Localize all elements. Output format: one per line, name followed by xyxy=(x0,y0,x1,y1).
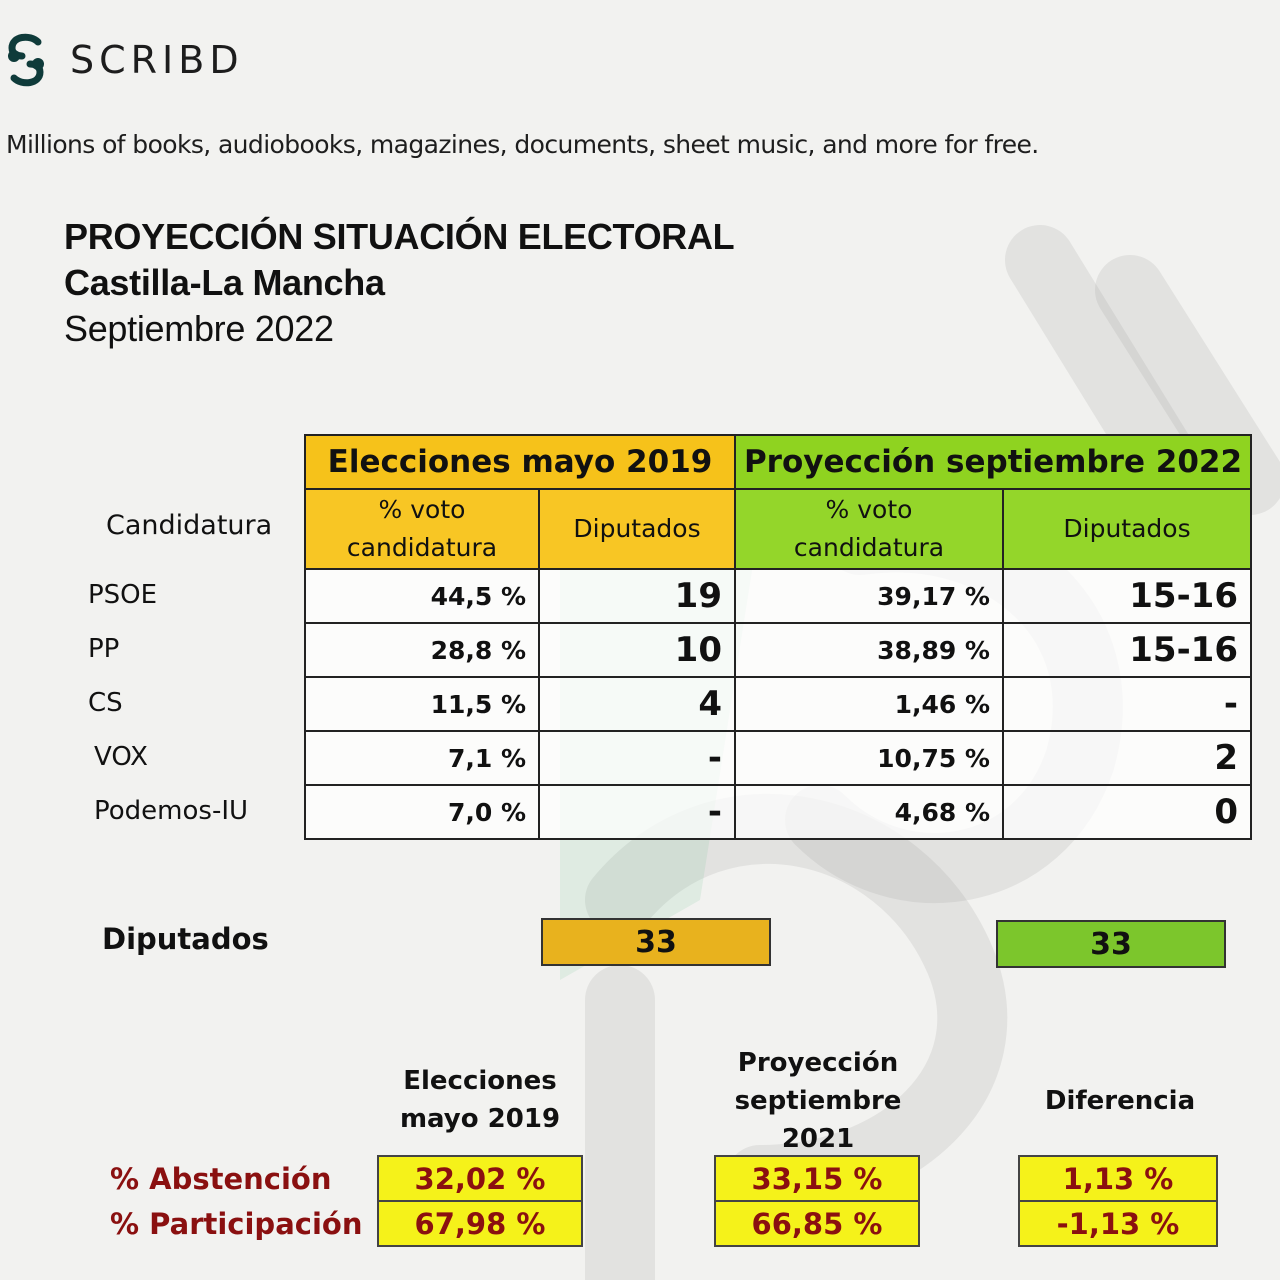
seats-2019-cell: 10 xyxy=(538,622,736,678)
participation-header-diff: Diferencia xyxy=(1044,1086,1196,1116)
participation-2021: 66,85 % xyxy=(714,1200,920,1247)
header-line: mayo 2019 xyxy=(399,1104,561,1134)
document-date: Septiembre 2022 xyxy=(64,308,334,349)
header-line: Proyección xyxy=(737,1048,899,1078)
seats-2019-cell: - xyxy=(538,730,736,786)
subheader-line: % voto xyxy=(378,495,466,524)
vote-2019-cell: 28,8 % xyxy=(304,622,540,678)
participation-2019: 67,98 % xyxy=(377,1200,583,1247)
subheader-seats-2022: Diputados xyxy=(1002,488,1252,570)
seats-2022-cell: - xyxy=(1002,676,1252,732)
vote-2019-cell: 44,5 % xyxy=(304,568,540,624)
seats-2019-cell: 19 xyxy=(538,568,736,624)
seats-2022-cell: 2 xyxy=(1002,730,1252,786)
participation-table-2021: 33,15 % 66,85 % xyxy=(714,1155,920,1247)
document-title: PROYECCIÓN SITUACIÓN ELECTORAL xyxy=(64,216,735,257)
seats-2019-cell: - xyxy=(538,784,736,840)
participation-labels: % Abstención % Participación xyxy=(110,1156,362,1246)
header-line: septiembre xyxy=(734,1086,902,1116)
candidatura-label: Candidatura xyxy=(106,510,273,541)
vote-2022-cell: 4,68 % xyxy=(734,784,1004,840)
abstention-diff: 1,13 % xyxy=(1018,1155,1218,1202)
party-name: PSOE xyxy=(88,580,158,610)
group-header-2022: Proyección septiembre 2022 xyxy=(734,434,1252,490)
total-seats-2022: 33 xyxy=(996,920,1226,968)
party-name: CS xyxy=(88,688,123,718)
seats-2022-cell: 0 xyxy=(1002,784,1252,840)
subheader-vote-2019: % voto candidatura xyxy=(304,488,540,570)
abstention-label: % Abstención xyxy=(110,1161,332,1196)
vote-2019-cell: 11,5 % xyxy=(304,676,540,732)
total-seats-label: Diputados xyxy=(102,922,269,956)
header-line: Elecciones xyxy=(403,1066,557,1096)
table-row: 11,5 % 4 1,46 % - xyxy=(304,676,1252,732)
vote-2019-cell: 7,0 % xyxy=(304,784,540,840)
abstention-2021: 33,15 % xyxy=(714,1155,920,1202)
scribd-logo-icon xyxy=(8,33,44,87)
party-name: Podemos-IU xyxy=(94,796,249,826)
total-seats-2019: 33 xyxy=(541,918,771,966)
participation-header-2019: Elecciones mayo 2019 xyxy=(378,1062,582,1138)
subheader-vote-2022: % voto candidatura xyxy=(734,488,1004,570)
seats-2019-cell: 4 xyxy=(538,676,736,732)
subheader-line: candidatura xyxy=(793,533,945,562)
vote-2022-cell: 10,75 % xyxy=(734,730,1004,786)
abstention-2019: 32,02 % xyxy=(377,1155,583,1202)
participation-header-2021: Proyección septiembre 2021 xyxy=(700,1044,936,1158)
seats-2022-cell: 15-16 xyxy=(1002,622,1252,678)
party-list: PSOE PP CS VOX Podemos-IU xyxy=(88,568,248,838)
party-name: PP xyxy=(88,634,120,664)
table-row: 7,0 % - 4,68 % 0 xyxy=(304,784,1252,840)
vote-2022-cell: 39,17 % xyxy=(734,568,1004,624)
vote-2022-cell: 38,89 % xyxy=(734,622,1004,678)
participation-table-2019: 32,02 % 67,98 % xyxy=(377,1155,583,1247)
seats-2022-cell: 15-16 xyxy=(1002,568,1252,624)
vote-2022-cell: 1,46 % xyxy=(734,676,1004,732)
table-row: 44,5 % 19 39,17 % 15-16 xyxy=(304,568,1252,624)
party-name: VOX xyxy=(94,742,148,772)
results-table: Elecciones mayo 2019 Proyección septiemb… xyxy=(304,434,1252,840)
participation-label: % Participación xyxy=(110,1206,363,1241)
vote-2019-cell: 7,1 % xyxy=(304,730,540,786)
subheader-line: candidatura xyxy=(346,533,498,562)
tagline: Millions of books, audiobooks, magazines… xyxy=(6,130,1039,159)
document-region: Castilla-La Mancha xyxy=(64,262,385,303)
subheader-line: % voto xyxy=(825,495,913,524)
brand-name: SCRIBD xyxy=(70,38,244,82)
document-title-block: PROYECCIÓN SITUACIÓN ELECTORAL Castilla-… xyxy=(64,216,735,350)
scribd-brand[interactable]: SCRIBD xyxy=(4,32,244,88)
table-row: 7,1 % - 10,75 % 2 xyxy=(304,730,1252,786)
group-header-2019: Elecciones mayo 2019 xyxy=(304,434,736,490)
table-row: 28,8 % 10 38,89 % 15-16 xyxy=(304,622,1252,678)
participation-table-diff: 1,13 % -1,13 % xyxy=(1018,1155,1218,1247)
header-line: 2021 xyxy=(781,1124,855,1154)
subheader-seats-2019: Diputados xyxy=(538,488,736,570)
participation-diff: -1,13 % xyxy=(1018,1200,1218,1247)
